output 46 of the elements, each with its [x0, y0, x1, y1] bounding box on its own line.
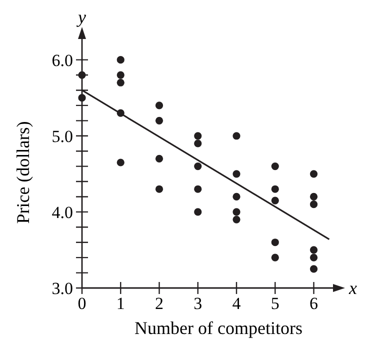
point — [310, 170, 318, 178]
x-tick-label: 3 — [194, 294, 202, 313]
point — [232, 132, 240, 140]
x-tick-label: 5 — [270, 294, 280, 313]
point — [194, 185, 202, 193]
y-tick-label: 6.0 — [52, 50, 73, 70]
x-tick-label: 2 — [155, 294, 164, 313]
x-tick-label: 0 — [78, 294, 86, 313]
x-tick-label: 1 — [116, 294, 125, 313]
point — [232, 208, 240, 216]
point — [155, 185, 164, 193]
y-tick-label: 4.0 — [52, 202, 73, 222]
point — [310, 246, 318, 254]
point — [232, 216, 240, 224]
point — [116, 56, 124, 64]
point — [271, 238, 279, 246]
x-axis-title: Number of competitors — [134, 318, 302, 338]
y-tick-label: 5.0 — [52, 126, 73, 146]
point — [155, 154, 164, 162]
point — [310, 192, 318, 201]
point — [271, 254, 279, 262]
point — [310, 254, 318, 262]
point — [310, 265, 318, 273]
x-tick-label: 6 — [310, 294, 318, 313]
point — [155, 116, 164, 124]
point — [232, 192, 240, 201]
point — [78, 71, 86, 79]
point — [78, 94, 86, 102]
x-tick-label: 4 — [232, 294, 242, 313]
point — [232, 170, 240, 178]
text: x — [348, 278, 357, 298]
point — [271, 196, 279, 204]
y-tick-label: 3.0 — [52, 279, 73, 298]
point — [116, 71, 124, 79]
point — [194, 140, 202, 148]
point — [116, 78, 124, 86]
point — [271, 185, 279, 193]
point — [194, 132, 202, 140]
point — [310, 200, 318, 208]
point — [116, 158, 124, 166]
point — [271, 162, 279, 170]
point — [155, 102, 164, 110]
point — [194, 162, 202, 170]
y-axis-title: Price (dollars) — [13, 121, 33, 224]
point — [194, 208, 202, 216]
text: y — [76, 7, 86, 27]
